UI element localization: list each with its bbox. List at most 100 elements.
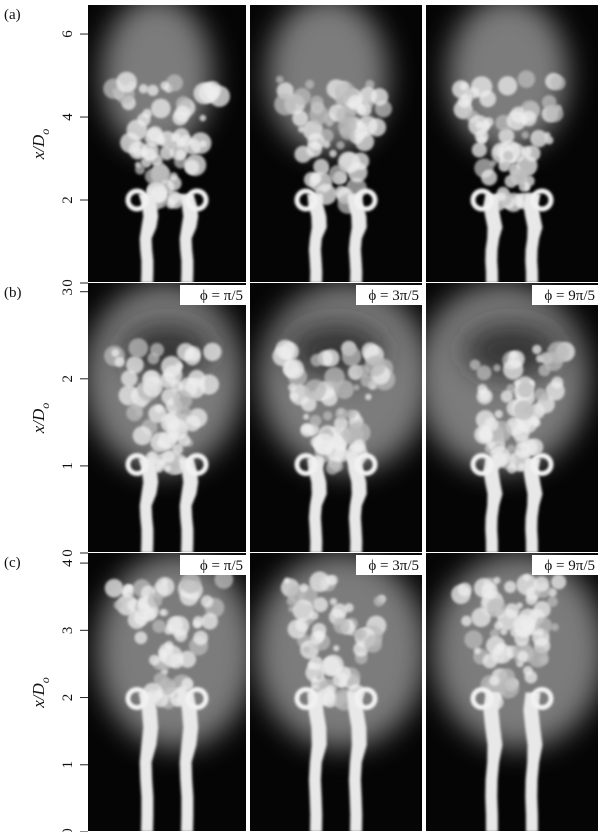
eddy bbox=[477, 384, 487, 394]
eddy bbox=[174, 629, 187, 642]
eddy bbox=[524, 185, 530, 191]
eddy bbox=[476, 410, 495, 429]
eddy bbox=[374, 596, 384, 606]
phase-label: ϕ = π/5 bbox=[200, 288, 243, 304]
eddy bbox=[180, 573, 201, 594]
eddy bbox=[300, 583, 309, 592]
eddy bbox=[136, 409, 143, 416]
eddy bbox=[507, 350, 524, 367]
flow-image bbox=[85, 283, 250, 553]
eddy bbox=[340, 125, 355, 140]
flow-image bbox=[250, 283, 432, 553]
eddy bbox=[149, 655, 160, 666]
eddy bbox=[147, 126, 163, 142]
eddy bbox=[481, 170, 497, 186]
eddy bbox=[304, 379, 326, 401]
eddy bbox=[288, 619, 307, 638]
eddy bbox=[158, 431, 176, 449]
eddy bbox=[503, 151, 513, 161]
eddy bbox=[474, 647, 481, 654]
phase-label: ϕ = 3π/5 bbox=[368, 288, 419, 304]
frame-divider bbox=[422, 5, 426, 283]
eddy bbox=[471, 76, 492, 97]
eddy bbox=[161, 356, 182, 377]
eddy bbox=[135, 162, 141, 168]
eddy bbox=[494, 410, 502, 418]
frame-divider bbox=[246, 283, 250, 553]
phase-label: ϕ = π/5 bbox=[200, 558, 243, 574]
eddy bbox=[126, 356, 144, 374]
eddy bbox=[353, 439, 366, 452]
y-tick-label: 1 bbox=[60, 761, 76, 769]
frame-divider bbox=[246, 5, 250, 283]
eddy bbox=[137, 113, 150, 126]
eddy bbox=[526, 593, 538, 605]
eddy bbox=[160, 146, 174, 160]
eddy bbox=[164, 465, 171, 472]
phase-label: ϕ = 9π/5 bbox=[544, 288, 595, 304]
y-tick-label: 0 bbox=[60, 279, 76, 287]
eddy bbox=[292, 110, 308, 126]
eddy bbox=[303, 414, 309, 420]
y-tick-label: 3 bbox=[60, 627, 76, 635]
eddy bbox=[532, 345, 542, 355]
y-axis-label-sub: o bbox=[38, 677, 52, 683]
eddy bbox=[521, 131, 529, 139]
eddy bbox=[167, 176, 181, 190]
eddy bbox=[551, 574, 566, 589]
eddy bbox=[284, 578, 290, 584]
eddy bbox=[201, 613, 218, 630]
eddy bbox=[501, 161, 510, 170]
eddy bbox=[498, 76, 517, 95]
eddy bbox=[316, 674, 323, 681]
y-tick-label: 3 bbox=[60, 288, 76, 296]
eddy bbox=[276, 76, 284, 84]
eddy bbox=[293, 599, 315, 621]
eddy bbox=[160, 458, 167, 465]
eddy bbox=[329, 150, 337, 158]
y-axis-label-main: x/D bbox=[29, 683, 48, 709]
eddy bbox=[201, 595, 213, 607]
eddy bbox=[477, 365, 492, 380]
flow-image bbox=[426, 0, 598, 283]
eddy bbox=[310, 354, 323, 367]
eddy bbox=[312, 623, 326, 637]
frame-divider bbox=[246, 553, 250, 832]
y-tick-label: 2 bbox=[60, 694, 76, 702]
eddy bbox=[534, 576, 549, 591]
eddy bbox=[310, 172, 321, 183]
eddy bbox=[314, 433, 335, 454]
eddy bbox=[516, 602, 522, 608]
eddy bbox=[326, 462, 339, 475]
eddy bbox=[464, 630, 483, 649]
eddy bbox=[507, 463, 517, 473]
frame-divider bbox=[422, 283, 426, 553]
eddy bbox=[472, 142, 487, 157]
eddy bbox=[333, 617, 350, 634]
eddy bbox=[530, 130, 547, 147]
eddy bbox=[517, 651, 528, 662]
eddy bbox=[200, 115, 207, 122]
eddy bbox=[493, 364, 500, 371]
eddy bbox=[348, 95, 363, 110]
eddy bbox=[355, 629, 366, 640]
y-axis-label: x/Do bbox=[29, 403, 52, 435]
eddy bbox=[365, 394, 371, 400]
eddy bbox=[490, 160, 497, 167]
eddy bbox=[323, 141, 330, 148]
eddy bbox=[521, 111, 536, 126]
eddy bbox=[115, 357, 125, 367]
eddy bbox=[159, 609, 166, 616]
eddy bbox=[348, 162, 368, 182]
eddy bbox=[458, 95, 471, 108]
eddy bbox=[524, 145, 540, 161]
eddy bbox=[310, 415, 322, 427]
eddy bbox=[111, 349, 119, 357]
eddy bbox=[364, 635, 382, 653]
eddy bbox=[174, 106, 190, 122]
y-tick-label: 4 bbox=[60, 559, 76, 567]
eddy bbox=[147, 85, 158, 96]
eddy bbox=[510, 352, 517, 359]
eddy bbox=[133, 147, 143, 157]
eddy bbox=[152, 620, 165, 633]
